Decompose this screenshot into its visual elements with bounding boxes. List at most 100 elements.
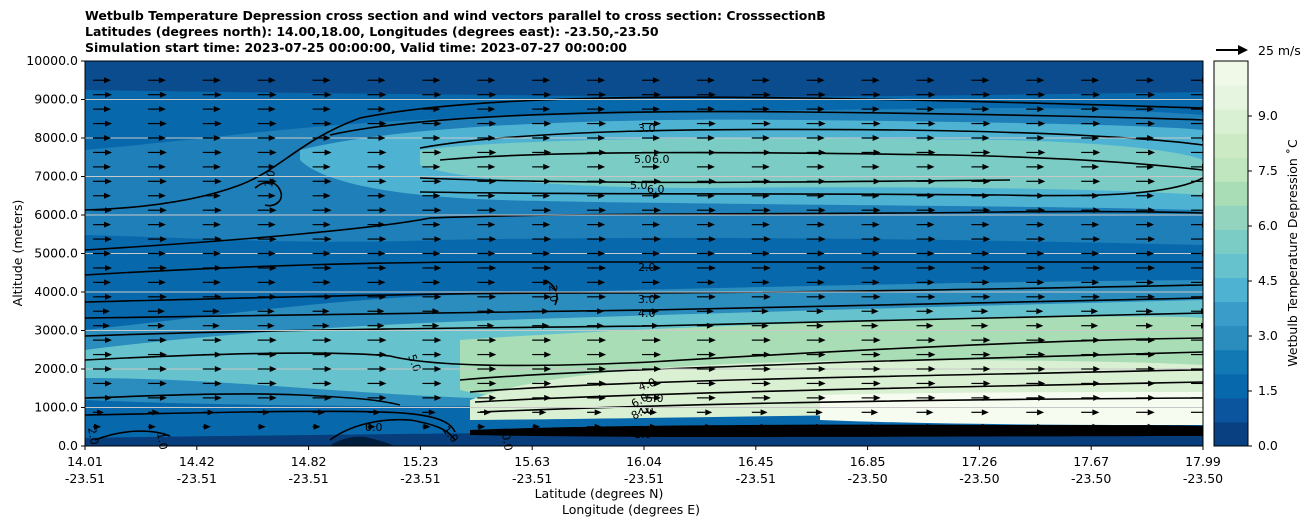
wind-vector-head bbox=[982, 250, 990, 257]
x-tick-label-lat: 15.63 bbox=[514, 454, 550, 469]
wind-vector-head bbox=[928, 178, 936, 185]
wind-vector-head bbox=[599, 264, 607, 271]
wind-vector-head bbox=[705, 423, 713, 430]
wind-vector-head bbox=[653, 250, 660, 257]
wind-vector-head bbox=[928, 293, 936, 300]
wind-vector-head bbox=[378, 163, 386, 170]
wind-vector-head bbox=[434, 178, 442, 185]
wind-vector-head bbox=[203, 423, 211, 430]
wind-vector-head bbox=[1092, 221, 1100, 228]
wind-vector-head bbox=[1148, 178, 1156, 185]
wind-vector-head bbox=[434, 264, 442, 271]
wind-vector-head bbox=[926, 409, 934, 416]
wind-vector-head bbox=[1038, 149, 1046, 156]
wind-vector-head bbox=[873, 394, 881, 401]
wind-vector-head bbox=[598, 135, 606, 141]
wind-vector-head bbox=[324, 264, 332, 271]
wind-vector-head bbox=[1038, 207, 1046, 214]
wind-vector-head bbox=[926, 308, 934, 315]
wind-vector-head bbox=[762, 221, 770, 228]
wind-vector-head bbox=[1037, 250, 1045, 257]
wind-vector-head bbox=[268, 250, 276, 257]
quiver-key: 25 m/s bbox=[1216, 43, 1301, 58]
wind-vector-head bbox=[269, 149, 277, 156]
wind-vector-head bbox=[928, 120, 936, 127]
colorbar-band bbox=[1214, 85, 1248, 110]
wind-vector-head bbox=[104, 106, 111, 113]
wind-vector-head bbox=[478, 423, 486, 430]
wind-vector-head bbox=[207, 409, 215, 416]
wind-vector-head bbox=[544, 366, 552, 372]
x-tick-label-lon: -23.50 bbox=[1071, 471, 1111, 486]
wind-vector-head bbox=[543, 221, 551, 228]
wind-vector-head bbox=[1201, 308, 1203, 315]
wind-vector-head bbox=[543, 279, 551, 286]
wind-vector-head bbox=[1203, 409, 1210, 415]
wind-vector-head bbox=[104, 279, 111, 286]
wind-vector-head bbox=[544, 91, 552, 98]
wind-vector-head bbox=[763, 337, 771, 344]
wind-vector-head bbox=[983, 91, 991, 98]
wind-vector-head bbox=[599, 91, 607, 98]
wind-vector-head bbox=[1148, 380, 1156, 387]
wind-vector-head bbox=[707, 77, 715, 84]
wind-vector-head bbox=[159, 366, 167, 372]
colorbar-band bbox=[1214, 229, 1248, 254]
y-tick-label: 4000.0 bbox=[34, 284, 78, 299]
wind-vector-head bbox=[213, 135, 221, 141]
wind-vector-head bbox=[1038, 351, 1046, 358]
wind-vector-head bbox=[872, 279, 880, 286]
wind-vector-head bbox=[599, 178, 607, 185]
wind-vector-head bbox=[428, 409, 436, 416]
wind-vector-head bbox=[379, 236, 387, 243]
wind-vector-head bbox=[152, 409, 160, 416]
wind-vector-head bbox=[927, 250, 935, 257]
wind-vector-head bbox=[159, 120, 167, 127]
wind-vector-head bbox=[214, 91, 222, 98]
wind-vector-head bbox=[707, 221, 715, 228]
wind-vector-head bbox=[323, 192, 331, 199]
wind-vector-head bbox=[433, 77, 441, 84]
wind-vector-head bbox=[1147, 192, 1155, 199]
wind-vector-head bbox=[105, 91, 112, 98]
wind-vector-head bbox=[434, 207, 442, 214]
wind-vector-head bbox=[1147, 163, 1155, 170]
wind-vector-head bbox=[488, 279, 496, 286]
wind-vector-head bbox=[379, 91, 387, 98]
wind-vector-head bbox=[157, 308, 165, 315]
colorbar-band bbox=[1214, 277, 1248, 303]
wind-vector-head bbox=[488, 221, 496, 228]
y-tick-label: 6000.0 bbox=[34, 207, 78, 222]
wind-vector-head bbox=[599, 236, 607, 243]
wind-vector-head bbox=[1036, 322, 1044, 329]
wind-vector-head bbox=[258, 423, 266, 430]
wind-vector-head bbox=[983, 264, 991, 271]
wind-vector-head bbox=[928, 337, 936, 344]
wind-vector-head bbox=[1201, 322, 1203, 329]
wind-vector-head bbox=[818, 366, 826, 372]
contour-label: 0.0 bbox=[499, 432, 515, 451]
wind-vector-head bbox=[324, 380, 332, 387]
wind-vector-head bbox=[379, 149, 387, 156]
x-axis: 14.01 -23.51 14.42 -23.51 14.82 -23.51 15.23 -2… bbox=[65, 446, 1223, 486]
wind-vector-head bbox=[543, 163, 551, 170]
wind-vector-head bbox=[818, 351, 826, 358]
wind-vector-head bbox=[1148, 236, 1156, 243]
x-tick-label-lat: 16.45 bbox=[738, 454, 774, 469]
contour-label: 2.0 bbox=[546, 284, 560, 303]
contour-label: 5.0 bbox=[634, 153, 652, 166]
wind-vector-head bbox=[269, 337, 277, 344]
wind-vector-head bbox=[105, 178, 112, 185]
wind-vector-head bbox=[763, 207, 771, 214]
wind-vector-head bbox=[105, 264, 112, 271]
wind-vector-head bbox=[1038, 337, 1046, 344]
wind-vector-head bbox=[433, 106, 441, 113]
wind-vector-head bbox=[817, 221, 825, 228]
wind-vector-head bbox=[817, 163, 825, 170]
wind-vector-head bbox=[928, 236, 936, 243]
wind-vector-head bbox=[105, 351, 112, 358]
wind-vector-head bbox=[762, 163, 770, 170]
wind-vector-head bbox=[1203, 207, 1210, 213]
wind-vector-head bbox=[488, 77, 496, 84]
wind-vector-head bbox=[818, 207, 826, 214]
